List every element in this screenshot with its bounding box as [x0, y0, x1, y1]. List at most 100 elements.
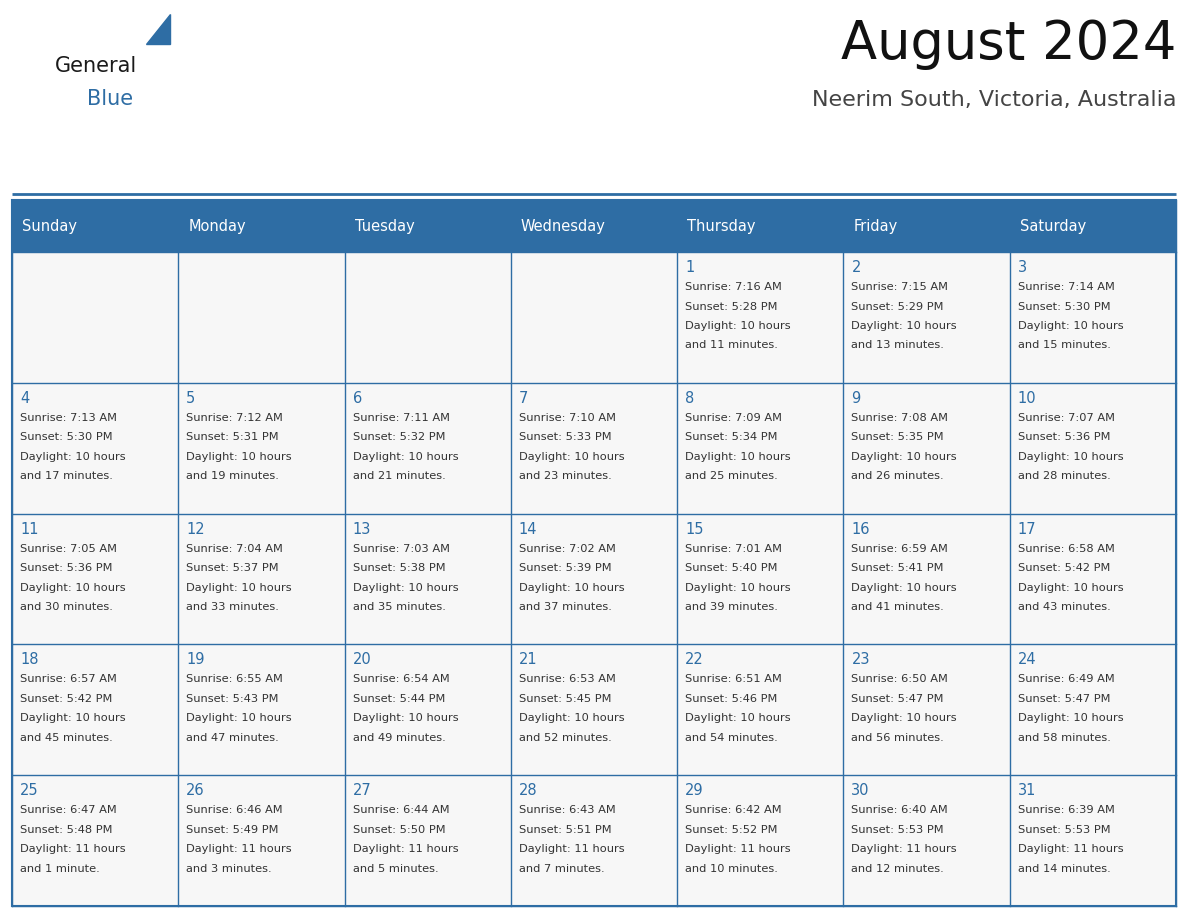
Text: 29: 29 [685, 783, 703, 798]
Text: Sunset: 5:29 PM: Sunset: 5:29 PM [852, 301, 944, 311]
Bar [677, 252, 843, 383]
Text: and 23 minutes.: and 23 minutes. [519, 471, 612, 481]
Text: Sunrise: 7:15 AM: Sunrise: 7:15 AM [852, 282, 948, 292]
Text: Daylight: 10 hours: Daylight: 10 hours [1018, 583, 1124, 593]
Text: 27: 27 [353, 783, 372, 798]
Text: Daylight: 10 hours: Daylight: 10 hours [852, 713, 958, 723]
Text: Sunset: 5:35 PM: Sunset: 5:35 PM [852, 432, 944, 442]
Bar [843, 200, 1010, 252]
Text: Daylight: 10 hours: Daylight: 10 hours [685, 583, 791, 593]
Bar [511, 252, 677, 383]
Text: and 21 minutes.: and 21 minutes. [353, 471, 446, 481]
Text: and 10 minutes.: and 10 minutes. [685, 864, 778, 874]
Text: and 7 minutes.: and 7 minutes. [519, 864, 605, 874]
Text: Sunset: 5:28 PM: Sunset: 5:28 PM [685, 301, 778, 311]
Text: 17: 17 [1018, 521, 1036, 537]
Text: 1: 1 [685, 260, 695, 275]
Text: Daylight: 10 hours: Daylight: 10 hours [519, 713, 625, 723]
Text: Wednesday: Wednesday [520, 218, 606, 233]
Bar [178, 200, 345, 252]
Text: Saturday: Saturday [1019, 218, 1086, 233]
Text: and 19 minutes.: and 19 minutes. [187, 471, 279, 481]
Text: Thursday: Thursday [687, 218, 756, 233]
Text: Sunset: 5:30 PM: Sunset: 5:30 PM [1018, 301, 1111, 311]
Text: Sunset: 5:41 PM: Sunset: 5:41 PM [852, 563, 944, 573]
Text: Sunrise: 7:05 AM: Sunrise: 7:05 AM [20, 543, 116, 554]
Text: Friday: Friday [853, 218, 898, 233]
Text: Sunrise: 7:13 AM: Sunrise: 7:13 AM [20, 413, 116, 423]
Text: Sunset: 5:53 PM: Sunset: 5:53 PM [1018, 824, 1111, 834]
Text: 24: 24 [1018, 653, 1036, 667]
Bar [12, 200, 1176, 906]
Text: and 43 minutes.: and 43 minutes. [1018, 602, 1111, 612]
Text: Sunrise: 6:51 AM: Sunrise: 6:51 AM [685, 675, 782, 685]
Text: 11: 11 [20, 521, 38, 537]
Text: Sunset: 5:45 PM: Sunset: 5:45 PM [519, 694, 612, 704]
Text: Sunset: 5:49 PM: Sunset: 5:49 PM [187, 824, 279, 834]
Bar [178, 383, 345, 513]
Text: 9: 9 [852, 391, 860, 406]
Text: Daylight: 10 hours: Daylight: 10 hours [20, 713, 126, 723]
Text: and 14 minutes.: and 14 minutes. [1018, 864, 1111, 874]
Bar [511, 775, 677, 906]
Text: Daylight: 11 hours: Daylight: 11 hours [1018, 845, 1124, 855]
Text: 4: 4 [20, 391, 30, 406]
Text: Sunrise: 6:53 AM: Sunrise: 6:53 AM [519, 675, 615, 685]
Text: 14: 14 [519, 521, 537, 537]
Text: Sunrise: 6:46 AM: Sunrise: 6:46 AM [187, 805, 283, 815]
Text: Sunset: 5:51 PM: Sunset: 5:51 PM [519, 824, 612, 834]
Text: 25: 25 [20, 783, 39, 798]
Text: and 37 minutes.: and 37 minutes. [519, 602, 612, 612]
Text: Daylight: 10 hours: Daylight: 10 hours [353, 583, 459, 593]
Text: 2: 2 [852, 260, 861, 275]
Text: Monday: Monday [188, 218, 246, 233]
Text: Daylight: 10 hours: Daylight: 10 hours [20, 583, 126, 593]
Text: and 3 minutes.: and 3 minutes. [187, 864, 272, 874]
Text: Sunset: 5:36 PM: Sunset: 5:36 PM [1018, 432, 1111, 442]
Text: Sunset: 5:37 PM: Sunset: 5:37 PM [187, 563, 279, 573]
Text: Daylight: 10 hours: Daylight: 10 hours [852, 583, 958, 593]
Text: Sunrise: 6:49 AM: Sunrise: 6:49 AM [1018, 675, 1114, 685]
Text: 19: 19 [187, 653, 204, 667]
Text: Neerim South, Victoria, Australia: Neerim South, Victoria, Australia [811, 90, 1176, 110]
Bar [345, 644, 511, 775]
Text: and 56 minutes.: and 56 minutes. [852, 733, 944, 743]
Text: Sunrise: 7:07 AM: Sunrise: 7:07 AM [1018, 413, 1114, 423]
Text: and 58 minutes.: and 58 minutes. [1018, 733, 1111, 743]
Text: Sunrise: 6:55 AM: Sunrise: 6:55 AM [187, 675, 283, 685]
Text: Daylight: 10 hours: Daylight: 10 hours [353, 713, 459, 723]
Text: Sunrise: 7:03 AM: Sunrise: 7:03 AM [353, 543, 449, 554]
Text: Sunrise: 6:58 AM: Sunrise: 6:58 AM [1018, 543, 1114, 554]
Bar [677, 383, 843, 513]
Bar [677, 513, 843, 644]
Text: Sunrise: 7:01 AM: Sunrise: 7:01 AM [685, 543, 782, 554]
Text: Sunset: 5:53 PM: Sunset: 5:53 PM [852, 824, 944, 834]
Text: Daylight: 10 hours: Daylight: 10 hours [1018, 321, 1124, 331]
Text: Sunset: 5:30 PM: Sunset: 5:30 PM [20, 432, 113, 442]
Bar [1010, 383, 1176, 513]
Text: 12: 12 [187, 521, 204, 537]
Text: Daylight: 10 hours: Daylight: 10 hours [685, 321, 791, 331]
Bar [1010, 644, 1176, 775]
Text: Daylight: 10 hours: Daylight: 10 hours [187, 713, 292, 723]
Text: and 15 minutes.: and 15 minutes. [1018, 341, 1111, 351]
Bar [843, 775, 1010, 906]
Text: Daylight: 10 hours: Daylight: 10 hours [187, 583, 292, 593]
Text: Sunset: 5:48 PM: Sunset: 5:48 PM [20, 824, 113, 834]
Bar [345, 200, 511, 252]
Bar [345, 775, 511, 906]
Text: Sunset: 5:40 PM: Sunset: 5:40 PM [685, 563, 778, 573]
Text: and 30 minutes.: and 30 minutes. [20, 602, 113, 612]
Text: Sunset: 5:52 PM: Sunset: 5:52 PM [685, 824, 778, 834]
Text: Sunrise: 7:10 AM: Sunrise: 7:10 AM [519, 413, 615, 423]
Text: 20: 20 [353, 653, 372, 667]
Text: 23: 23 [852, 653, 870, 667]
Text: Sunrise: 6:39 AM: Sunrise: 6:39 AM [1018, 805, 1114, 815]
Text: Daylight: 10 hours: Daylight: 10 hours [519, 583, 625, 593]
Text: Sunset: 5:33 PM: Sunset: 5:33 PM [519, 432, 612, 442]
Text: and 54 minutes.: and 54 minutes. [685, 733, 778, 743]
Text: and 45 minutes.: and 45 minutes. [20, 733, 113, 743]
Text: Daylight: 10 hours: Daylight: 10 hours [187, 452, 292, 462]
Polygon shape [146, 14, 170, 44]
Text: 31: 31 [1018, 783, 1036, 798]
